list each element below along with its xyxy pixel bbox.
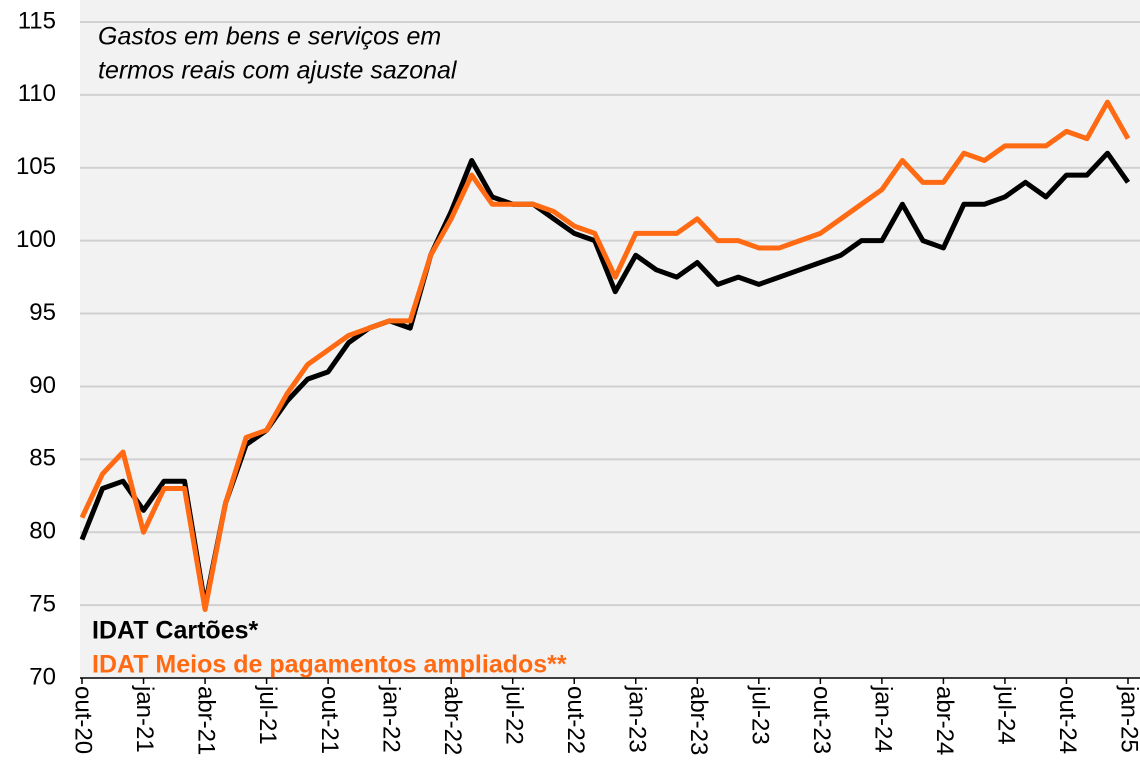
x-tick-label: abr-21 [193, 686, 220, 755]
x-tick-label: jul-24 [993, 685, 1020, 745]
y-tick-label: 70 [29, 663, 56, 690]
y-tick-label: 85 [29, 445, 56, 472]
x-tick-label: abr-23 [685, 686, 712, 755]
legend-label: IDAT Meios de pagamentos ampliados** [92, 651, 567, 679]
legend-label: IDAT Cartões* [92, 617, 259, 645]
x-tick-label: out-22 [562, 686, 589, 754]
x-tick-label: jul-21 [254, 685, 281, 745]
x-tick-label: jul-22 [500, 685, 527, 745]
x-tick-label: out-20 [70, 686, 97, 754]
x-tick-label: jul-23 [746, 685, 773, 745]
series-line [79, 150, 1131, 608]
x-tick-label: out-21 [316, 686, 343, 754]
x-tick-label: jan-25 [1116, 685, 1140, 753]
x-tick-label: jan-22 [377, 685, 404, 753]
chart-title: termos reais com ajuste sazonal [98, 57, 458, 85]
x-tick-label: jan-24 [870, 685, 897, 753]
x-tick-label: jan-21 [131, 685, 158, 753]
chart-title: Gastos em bens e serviços em [98, 23, 441, 51]
y-tick-label: 75 [29, 590, 56, 617]
y-tick-label: 80 [29, 518, 56, 545]
plot-background [80, 0, 1140, 678]
x-tick-label: out-24 [1054, 686, 1081, 754]
y-tick-label: 110 [18, 80, 56, 107]
x-tick-label: abr-22 [439, 686, 466, 755]
y-tick-label: 105 [16, 153, 56, 180]
series-line [79, 99, 1131, 612]
x-tick-label: out-23 [808, 686, 835, 754]
y-tick-label: 100 [16, 226, 56, 253]
y-tick-label: 115 [18, 7, 56, 34]
y-tick-label: 95 [29, 299, 56, 326]
x-tick-label: abr-24 [931, 686, 958, 755]
x-tick-label: jan-23 [623, 685, 650, 753]
y-tick-label: 90 [29, 372, 56, 399]
